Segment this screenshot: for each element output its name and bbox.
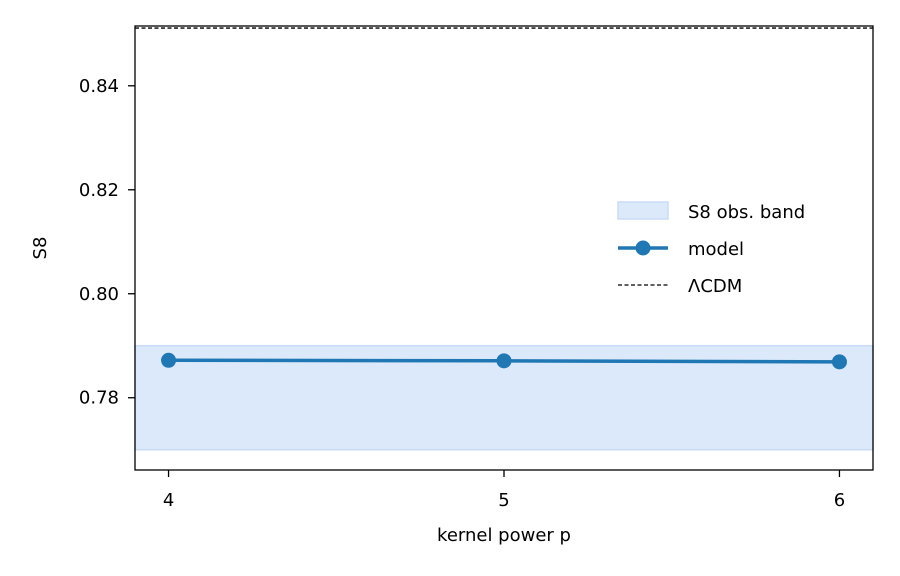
legend-label: S8 obs. band [688,202,805,223]
y-tick-label: 0.78 [79,388,119,409]
y-tick-label: 0.82 [79,180,119,201]
y-tick-label: 0.84 [79,76,119,97]
x-tick-label: 5 [498,490,509,511]
x-axis-label: kernel power p [437,525,571,546]
plot-area [134,27,874,451]
model-data-point [161,352,177,368]
legend-label: ΛCDM [688,276,742,297]
legend-label: model [688,239,744,260]
legend: S8 obs. band model ΛCDM [617,201,805,297]
x-tick-label: 4 [163,490,174,511]
legend-swatch-marker [635,240,651,256]
x-tick-label: 6 [834,490,845,511]
model-data-point [831,354,847,370]
y-axis-label: S8 [30,237,51,260]
axis-ticks: 4 5 6 0.78 0.80 0.82 0.84 [79,76,845,511]
model-data-point [496,353,512,369]
legend-swatch-band [617,201,669,220]
y-tick-label: 0.80 [79,284,119,305]
